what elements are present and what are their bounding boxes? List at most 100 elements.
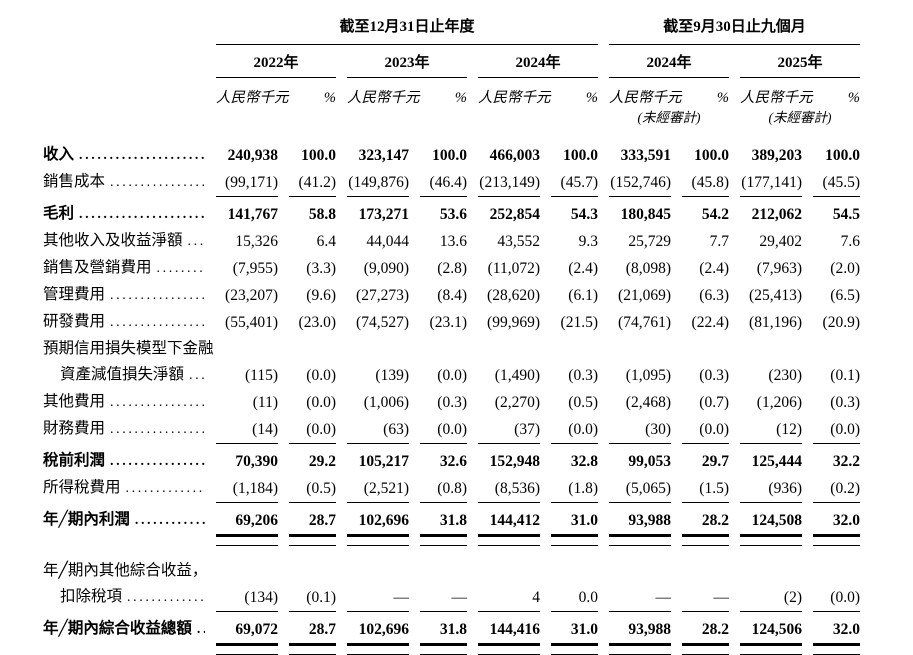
cell-value: 4: [532, 589, 540, 606]
cell-value: (230): [768, 367, 802, 384]
cell-value: 28.7: [308, 621, 336, 638]
cell-value: 173,271: [358, 206, 409, 223]
cell-value: (37): [514, 421, 540, 438]
cell-value: (21,069): [618, 287, 671, 304]
cell-value: 93,988: [628, 621, 671, 638]
cell-value: (177,141): [741, 174, 802, 191]
period-group-title-annual: 截至12月31日止年度: [216, 16, 598, 45]
cell-value: 54.2: [701, 206, 729, 223]
column-rule: [813, 502, 860, 507]
header-spacer: [43, 127, 860, 142]
cell-value: (45.8): [691, 174, 729, 191]
column-rule: [682, 611, 729, 616]
total-double-rule: [289, 643, 336, 655]
row-spacer: [43, 546, 860, 558]
cell-value: (0.3): [699, 367, 729, 384]
cell-value: (0.5): [568, 394, 598, 411]
dot-leader: [127, 585, 205, 611]
total-double-rule: [813, 643, 860, 655]
cell-value: (99,171): [225, 174, 278, 191]
row-label-text: 年╱期內利潤: [43, 511, 130, 528]
cell-value: 31.8: [439, 621, 467, 638]
cell-value: (11): [252, 394, 278, 411]
cell-value: 0.0: [578, 589, 598, 606]
total-double-rule: [216, 534, 278, 546]
cell-value: (0.8): [437, 480, 467, 497]
cell-value: 389,203: [751, 147, 802, 164]
cell-value: (8,098): [625, 260, 671, 277]
total-double-rule: [813, 534, 860, 546]
cell-value: 93,988: [628, 512, 671, 529]
row-label: 年╱期內綜合收益總額: [43, 616, 205, 643]
cell-value: 25,729: [628, 233, 671, 250]
row-label: 年╱期內利潤: [43, 507, 205, 534]
row-label-text: 財務費用: [43, 420, 106, 437]
cell-value: 29.7: [701, 453, 729, 470]
cell-value: 323,147: [358, 147, 409, 164]
cell-value: (74,527): [356, 314, 409, 331]
column-rule: [289, 611, 336, 616]
row-label: 稅前利潤: [43, 448, 205, 475]
cell-value: —: [713, 589, 730, 606]
cell-value: 7.6: [840, 233, 860, 250]
column-rule: [420, 502, 467, 507]
cell-value: (213,149): [479, 174, 540, 191]
column-rule: [813, 611, 860, 616]
column-rule: [682, 502, 729, 507]
cell-value: (0.5): [306, 480, 336, 497]
cell-value: (2.4): [699, 260, 729, 277]
dot-leader: [197, 617, 205, 643]
cell-value: (139): [375, 367, 409, 384]
cell-value: 125,444: [751, 453, 802, 470]
dot-leader: [110, 310, 205, 336]
cell-value: (2,270): [494, 394, 540, 411]
dot-leader: [135, 508, 205, 534]
cell-value: (0.0): [437, 367, 467, 384]
row-label-text: 扣除稅項: [60, 588, 123, 605]
row-label: 管理費用: [43, 282, 205, 309]
total-double-rule: [478, 534, 540, 546]
currency-unit-header: 人民幣千元: [478, 90, 551, 106]
column-rule: [478, 611, 540, 616]
total-double-rule: [347, 534, 409, 546]
row-label: 資產減值損失淨額: [43, 362, 205, 389]
column-rule: [609, 196, 671, 201]
percent-header: %: [716, 90, 729, 106]
cell-value: 7.7: [709, 233, 729, 250]
cell-value: 102,696: [358, 621, 409, 638]
cell-value: (0.1): [306, 589, 336, 606]
row-label-text: 資產減值損失淨額: [60, 366, 185, 383]
cell-value: 32.8: [570, 453, 598, 470]
cell-value: (23.0): [298, 314, 336, 331]
column-rule: [289, 502, 336, 507]
cell-value: (0.0): [437, 421, 467, 438]
cell-value: 29,402: [759, 233, 802, 250]
dot-leader: [188, 229, 205, 255]
year-column-header-2023: 2023年: [347, 54, 467, 78]
cell-value: 141,767: [227, 206, 278, 223]
cell-value: (1,490): [494, 367, 540, 384]
cell-value: 124,508: [751, 512, 802, 529]
dot-leader: [79, 202, 205, 228]
row-label-text: 銷售成本: [43, 173, 106, 190]
cell-value: 44,044: [366, 233, 409, 250]
total-double-rule: [682, 534, 729, 546]
cell-value: (2,468): [625, 394, 671, 411]
column-rule: [347, 443, 409, 448]
dot-leader: [79, 143, 205, 169]
financial-statement-table: 截至12月31日止年度 截至9月30日止九個月 2022年 2023年 2024…: [43, 16, 913, 655]
total-double-rule: [740, 534, 802, 546]
cell-value: 69,206: [235, 512, 278, 529]
row-label-text: 毛利: [43, 205, 75, 222]
cell-value: 9.3: [578, 233, 598, 250]
column-rule: [609, 443, 671, 448]
column-rule: [682, 196, 729, 201]
column-rule: [289, 443, 336, 448]
cell-value: (6.3): [699, 287, 729, 304]
cell-value: 32.0: [832, 512, 860, 529]
cell-value: (5,065): [625, 480, 671, 497]
cell-value: 28.2: [701, 621, 729, 638]
cell-value: 32.6: [439, 453, 467, 470]
dot-leader: [110, 417, 205, 443]
cell-value: (81,196): [749, 314, 802, 331]
